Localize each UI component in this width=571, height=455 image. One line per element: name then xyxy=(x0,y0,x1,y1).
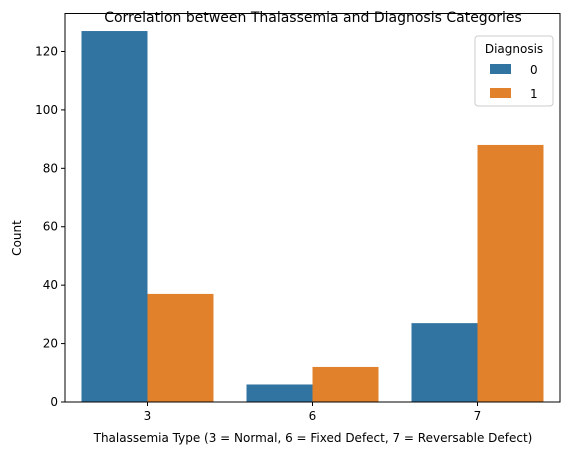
legend: Diagnosis 0 1 xyxy=(474,35,554,107)
y-tick-label: 100 xyxy=(35,103,58,117)
chart-title: Correlation between Thalassemia and Diag… xyxy=(104,10,522,26)
y-tick-label: 0 xyxy=(50,395,58,409)
y-tick-label: 80 xyxy=(43,161,58,175)
legend-label-0: 0 xyxy=(530,63,538,77)
y-axis: 0 20 40 60 80 100 120 xyxy=(35,44,65,409)
legend-title: Diagnosis xyxy=(485,42,543,56)
x-axis-label: Thalassemia Type (3 = Normal, 6 = Fixed … xyxy=(93,431,533,445)
x-tick-label: 3 xyxy=(144,409,152,423)
x-tick-label: 7 xyxy=(474,409,482,423)
bar-series-0-cat-6 xyxy=(246,384,313,402)
y-tick-label: 20 xyxy=(43,337,58,351)
x-axis: 3 6 7 xyxy=(144,402,482,423)
y-tick-label: 40 xyxy=(43,278,58,292)
legend-swatch-1 xyxy=(490,88,511,98)
x-tick-label: 6 xyxy=(309,409,317,423)
bar-series-1-cat-3 xyxy=(147,293,214,402)
bars xyxy=(81,31,544,403)
y-tick-label: 120 xyxy=(35,44,58,58)
plot-frame xyxy=(64,13,561,403)
bar-series-1-cat-6 xyxy=(312,366,379,402)
y-tick-label: 60 xyxy=(43,220,58,234)
bar-series-1-cat-7 xyxy=(477,144,544,402)
bar-series-0-cat-7 xyxy=(411,323,478,402)
bar-series-0-cat-3 xyxy=(81,31,148,403)
legend-label-1: 1 xyxy=(530,87,538,101)
y-axis-label: Count xyxy=(10,220,24,256)
legend-swatch-0 xyxy=(490,64,511,74)
